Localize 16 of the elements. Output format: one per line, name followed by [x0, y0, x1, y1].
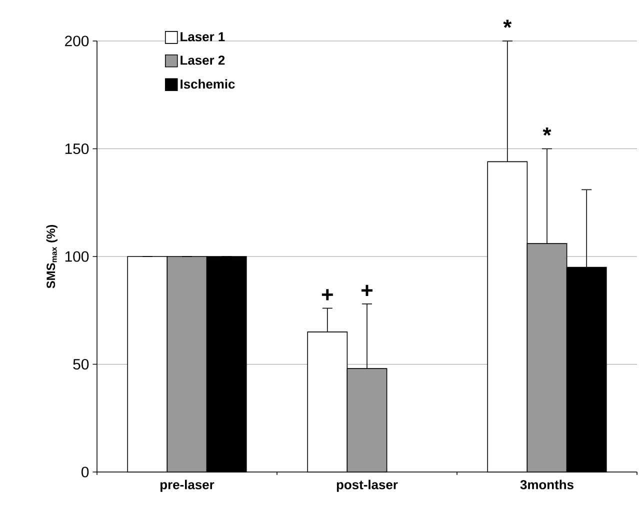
y-tick-label: 100 [65, 251, 89, 262]
y-tick-label: 0 [81, 466, 89, 478]
annotation: + [362, 284, 373, 296]
text: * [503, 20, 512, 28]
annotation: + [322, 289, 333, 300]
y-tick-label: 50 [73, 358, 89, 370]
x-tick-label: 3months [520, 480, 574, 490]
y-tick-label: 200 [65, 36, 89, 46]
legend-label: Laser 2 [180, 56, 225, 65]
x-tick-label: post-laser [336, 480, 398, 492]
legend-label: Ischemic [180, 79, 235, 89]
x-tick-label: pre-laser [160, 480, 214, 492]
annotation: * [542, 127, 552, 136]
y-tick-label: 150 [65, 143, 89, 154]
y-axis-title: SMS$_{max}$ (%) [46, 224, 58, 288]
legend-label: Laser 1 [180, 32, 225, 42]
